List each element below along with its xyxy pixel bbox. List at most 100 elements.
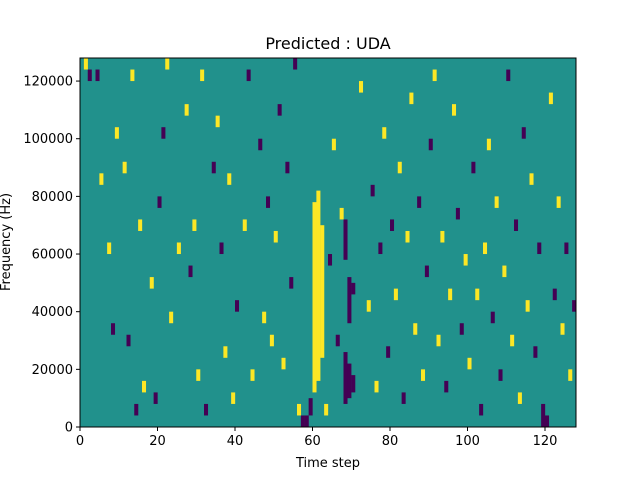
heatmap-cell: [114, 127, 119, 139]
heatmap-cell: [223, 346, 228, 358]
heatmap-cell: [215, 115, 220, 128]
heatmap-cell: [351, 375, 356, 393]
x-axis-label: Time step: [295, 456, 360, 471]
y-tick-label: 60000: [32, 248, 73, 263]
heatmap-cell: [390, 219, 395, 231]
heatmap-cell: [242, 219, 247, 231]
heatmap-cell: [347, 277, 352, 324]
heatmap-cell: [521, 127, 526, 139]
heatmap-cell: [467, 357, 472, 370]
heatmap-cell: [126, 334, 131, 347]
y-axis-label: Frequency (Hz): [0, 193, 14, 291]
heatmap-cell: [258, 138, 263, 151]
heatmap-cell: [281, 357, 286, 370]
x-tick-label: 40: [227, 434, 244, 449]
heatmap-cell: [397, 161, 402, 174]
heatmap-cell: [192, 219, 197, 231]
heatmap-cell: [99, 173, 104, 185]
heatmap-cell: [463, 254, 468, 266]
heatmap-cell: [459, 323, 464, 335]
heatmap-cell: [506, 69, 511, 82]
y-tick-label: 0: [65, 421, 73, 436]
heatmap-cell: [157, 196, 162, 208]
heatmap-cell: [297, 403, 302, 416]
x-tick-label: 20: [149, 434, 166, 449]
heatmap-cell: [479, 403, 484, 416]
heatmap-cell: [312, 202, 317, 393]
x-tick-label: 100: [455, 434, 480, 449]
heatmap-cell: [266, 196, 271, 208]
heatmap-cell: [122, 161, 127, 174]
heatmap-cell: [320, 225, 325, 358]
heatmap-cell: [343, 219, 348, 260]
heatmap-cell: [83, 58, 88, 70]
heatmap-cell: [475, 288, 480, 301]
heatmap-cell: [529, 173, 534, 185]
heatmap-cell: [568, 369, 573, 381]
heatmap-cell: [153, 392, 158, 404]
heatmap-cell: [448, 288, 453, 301]
heatmap-cell: [95, 69, 100, 82]
heatmap-cell: [339, 207, 344, 220]
heatmap-background: [80, 58, 576, 427]
heatmap-cell: [552, 288, 557, 301]
heatmap-cell: [277, 104, 282, 116]
plot-frame: [79, 57, 577, 428]
y-tick-label: 80000: [32, 190, 73, 205]
y-tick-label: 120000: [23, 75, 73, 90]
heatmap-cell: [572, 300, 577, 312]
heatmap-cell: [517, 392, 522, 404]
chart-title: Predicted : UDA: [265, 34, 390, 53]
heatmap-cell: [347, 363, 352, 399]
heatmap-cell: [525, 300, 530, 312]
heatmap-cell: [455, 207, 460, 220]
x-axis: 0 20 40 60 80 100 120: [76, 427, 557, 449]
heatmap-cell: [424, 265, 429, 278]
heatmap-cell: [111, 323, 116, 335]
heatmap-cell: [293, 58, 298, 70]
heatmap-cell: [374, 380, 379, 393]
heatmap-cell: [548, 92, 553, 105]
heatmap-cell: [235, 300, 240, 312]
heatmap-cell: [273, 230, 278, 243]
heatmap-cell: [188, 265, 193, 278]
heatmap-cell: [351, 282, 356, 295]
heatmap-cell: [432, 69, 437, 82]
heatmap-cell: [250, 369, 255, 381]
y-tick-label: 40000: [32, 305, 73, 320]
heatmap-cell: [514, 219, 519, 231]
heatmap-cell: [409, 92, 414, 105]
heatmap-cell: [421, 369, 426, 381]
y-axis: 0 20000 40000 60000 80000 100000 120000: [23, 75, 80, 436]
heatmap-cell: [490, 311, 495, 324]
heatmap-cell: [494, 196, 499, 208]
heatmap-cell: [328, 254, 333, 266]
heatmap-cell: [149, 277, 154, 289]
plot-area: [79, 57, 577, 428]
heatmap-cell: [541, 403, 546, 427]
heatmap-cell: [142, 380, 147, 393]
heatmap-cell: [335, 334, 340, 347]
heatmap-cell: [219, 242, 224, 255]
y-tick-label: 100000: [23, 132, 73, 147]
heatmap-cell: [483, 242, 488, 255]
heatmap-cell: [436, 334, 441, 347]
heatmap-cell: [130, 69, 135, 82]
x-tick-label: 0: [76, 434, 84, 449]
heatmap-cell: [486, 138, 491, 151]
x-tick-label: 80: [382, 434, 399, 449]
y-tick-label: 20000: [32, 363, 73, 378]
heatmap-cell: [138, 219, 143, 231]
heatmap-cell: [401, 392, 406, 404]
heatmap-cell: [560, 323, 565, 335]
heatmap-cell: [564, 242, 569, 255]
heatmap-cell: [176, 242, 181, 255]
heatmap-cell: [343, 352, 348, 404]
heatmap-cell: [308, 398, 313, 416]
heatmap-cell: [440, 230, 445, 243]
heatmap-cell: [107, 242, 112, 255]
heatmap-cell: [196, 369, 201, 381]
heatmap-cell: [169, 311, 174, 324]
heatmap-cell: [556, 196, 561, 208]
heatmap-cell: [428, 138, 433, 151]
